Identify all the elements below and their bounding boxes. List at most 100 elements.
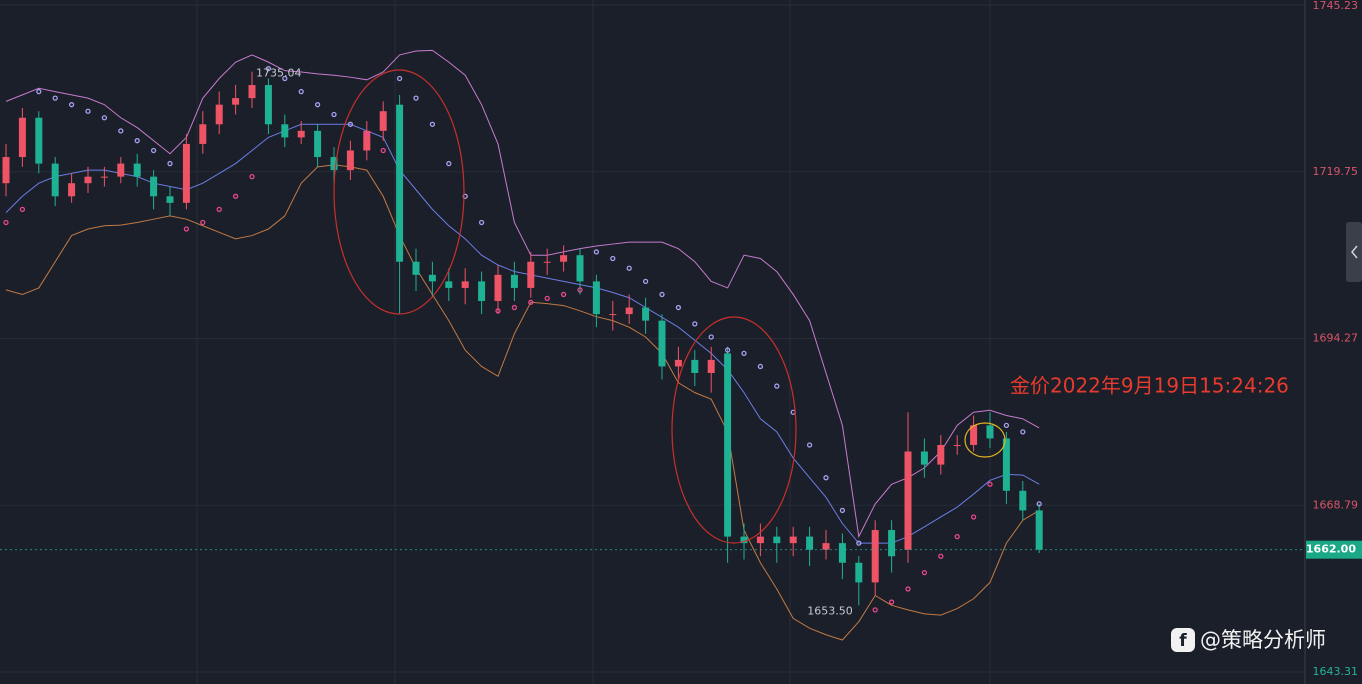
candle-body xyxy=(592,281,600,315)
candle-body xyxy=(346,150,354,171)
sar-dot xyxy=(659,291,665,298)
sar-dot xyxy=(757,363,764,370)
candle-body xyxy=(215,104,223,125)
y-tick-label: 1694.27 xyxy=(1313,332,1359,345)
sar-dot xyxy=(462,193,468,199)
sar-dot xyxy=(921,569,928,576)
candle-body xyxy=(379,111,387,131)
candle-body xyxy=(789,536,797,544)
sar-dot xyxy=(888,599,895,605)
candle-body xyxy=(871,530,879,583)
sar-dot xyxy=(282,75,288,82)
candle-body xyxy=(84,176,92,184)
candle-body xyxy=(1019,490,1027,511)
candle-body xyxy=(117,163,125,177)
candle-body xyxy=(625,307,633,315)
candle-body xyxy=(1002,438,1010,491)
candle-body xyxy=(412,261,420,275)
sar-dot xyxy=(577,287,583,293)
sar-dot xyxy=(495,308,501,314)
candle-body xyxy=(133,163,141,177)
sar-dot xyxy=(52,95,58,101)
candle-body xyxy=(691,359,699,373)
sar-dot xyxy=(249,174,255,180)
sar-dot xyxy=(200,219,206,226)
candle-body xyxy=(281,124,289,138)
sar-dot xyxy=(528,299,534,305)
candle-body xyxy=(100,176,108,178)
sar-dot xyxy=(347,121,354,127)
sar-dot xyxy=(905,586,911,592)
watermark-text: @策略分析师 xyxy=(1200,628,1326,652)
watermark: f xyxy=(1171,628,1195,652)
sar-dot xyxy=(150,147,157,154)
candle-body xyxy=(756,536,764,544)
candle-body xyxy=(560,255,568,262)
sar-dot xyxy=(1020,429,1026,435)
last-price-tag xyxy=(1306,540,1362,559)
candle-body xyxy=(182,143,190,203)
candle-body xyxy=(363,130,371,151)
y-tick-label: 1668.79 xyxy=(1313,498,1359,511)
sar-dot xyxy=(68,102,75,108)
bollinger-upper xyxy=(5,49,1040,539)
sar-dot xyxy=(954,533,960,540)
candle-body xyxy=(330,157,338,171)
sar-dot xyxy=(741,350,747,357)
candle-body xyxy=(838,543,846,563)
candle-body xyxy=(806,536,814,550)
sar-dot xyxy=(692,321,698,327)
y-tick-label: 1745.23 xyxy=(1313,0,1359,12)
y-tick-label: 1643.31 xyxy=(1313,665,1359,678)
candle-body xyxy=(68,183,76,197)
sar-dot xyxy=(987,481,993,487)
candle-body xyxy=(199,124,207,144)
sar-dot xyxy=(118,128,124,134)
candle-body xyxy=(543,261,551,263)
sar-dot xyxy=(724,347,731,353)
sar-dot xyxy=(265,66,272,72)
candle-body xyxy=(445,281,453,288)
candle-body xyxy=(953,444,961,446)
candle-body xyxy=(18,117,26,158)
candle-body xyxy=(986,425,994,439)
sar-dot xyxy=(511,304,518,311)
bollinger-lower xyxy=(5,164,1040,641)
sar-dot xyxy=(380,147,386,154)
sar-dot xyxy=(626,265,632,271)
highlight-ellipse xyxy=(671,316,797,544)
sar-dot xyxy=(101,115,108,121)
last-price-label: 1662.00 xyxy=(1306,543,1356,556)
sar-dot xyxy=(3,219,9,226)
side-tab[interactable] xyxy=(1346,222,1362,282)
candle-body xyxy=(724,353,732,537)
sar-dot xyxy=(331,111,337,118)
annotation: 金价2022年9月19日15:24:26 xyxy=(1010,374,1289,398)
sar-dot xyxy=(593,249,600,255)
low-label: 1653.50 xyxy=(807,604,853,617)
vertical-grid xyxy=(196,0,991,684)
candle-body xyxy=(428,274,436,282)
sar-dot xyxy=(1003,422,1010,428)
sar-dot xyxy=(364,131,370,137)
candle-body xyxy=(1035,510,1043,550)
y-tick-label: 1719.75 xyxy=(1313,165,1359,178)
sar-dot xyxy=(216,206,222,213)
sar-dot xyxy=(298,88,304,95)
candle-body xyxy=(51,163,59,197)
candle-body xyxy=(35,117,43,164)
candle-body xyxy=(674,359,682,367)
candle-body xyxy=(740,536,748,544)
sar-dot xyxy=(1036,501,1042,507)
candle-body xyxy=(232,98,240,105)
candle-body xyxy=(822,543,830,550)
candle-body xyxy=(510,274,518,288)
sar-dot xyxy=(478,219,485,226)
candle-body xyxy=(642,307,650,321)
sar-dot xyxy=(314,102,321,108)
sar-dot xyxy=(36,88,42,95)
sar-dot xyxy=(167,160,173,167)
sar-dot xyxy=(85,108,91,114)
sar-dot xyxy=(806,442,813,448)
